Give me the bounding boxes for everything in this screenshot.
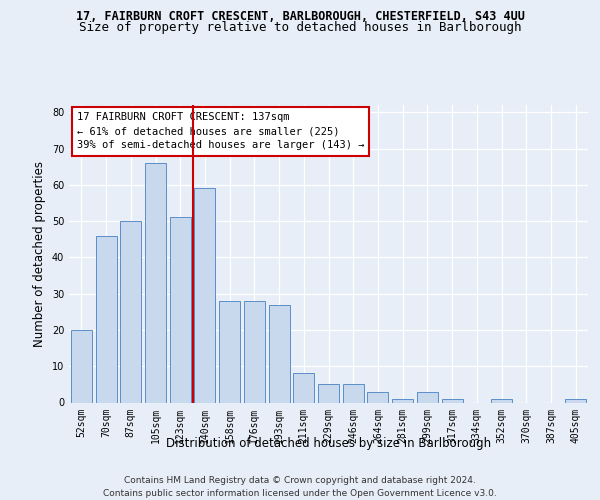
Bar [442, 399, 463, 402]
Text: 17 FAIRBURN CROFT CRESCENT: 137sqm
← 61% of detached houses are smaller (225)
39: 17 FAIRBURN CROFT CRESCENT: 137sqm ← 61%… [77, 112, 364, 150]
Bar [120, 221, 141, 402]
Text: Contains HM Land Registry data © Crown copyright and database right 2024.
Contai: Contains HM Land Registry data © Crown c… [103, 476, 497, 498]
Bar [95, 236, 116, 402]
Text: Distribution of detached houses by size in Barlborough: Distribution of detached houses by size … [166, 438, 491, 450]
Bar [194, 188, 215, 402]
Bar [293, 374, 314, 402]
Bar [219, 301, 240, 402]
Bar [417, 392, 438, 402]
Bar [244, 301, 265, 402]
Bar [343, 384, 364, 402]
Bar [565, 399, 586, 402]
Bar [318, 384, 339, 402]
Bar [392, 399, 413, 402]
Bar [145, 163, 166, 402]
Bar [170, 218, 191, 402]
Bar [71, 330, 92, 402]
Bar [269, 304, 290, 402]
Bar [491, 399, 512, 402]
Text: Size of property relative to detached houses in Barlborough: Size of property relative to detached ho… [79, 21, 521, 34]
Y-axis label: Number of detached properties: Number of detached properties [33, 161, 46, 347]
Text: 17, FAIRBURN CROFT CRESCENT, BARLBOROUGH, CHESTERFIELD, S43 4UU: 17, FAIRBURN CROFT CRESCENT, BARLBOROUGH… [76, 10, 524, 23]
Bar [367, 392, 388, 402]
